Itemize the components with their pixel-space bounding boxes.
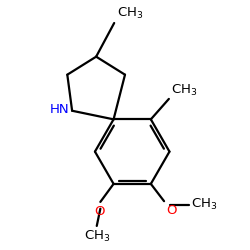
Text: CH$_3$: CH$_3$ bbox=[191, 197, 218, 212]
Text: CH$_3$: CH$_3$ bbox=[84, 229, 110, 244]
Text: CH$_3$: CH$_3$ bbox=[117, 6, 143, 21]
Text: O: O bbox=[166, 204, 176, 216]
Text: O: O bbox=[94, 205, 104, 218]
Text: HN: HN bbox=[50, 103, 69, 116]
Text: CH$_3$: CH$_3$ bbox=[171, 82, 198, 98]
